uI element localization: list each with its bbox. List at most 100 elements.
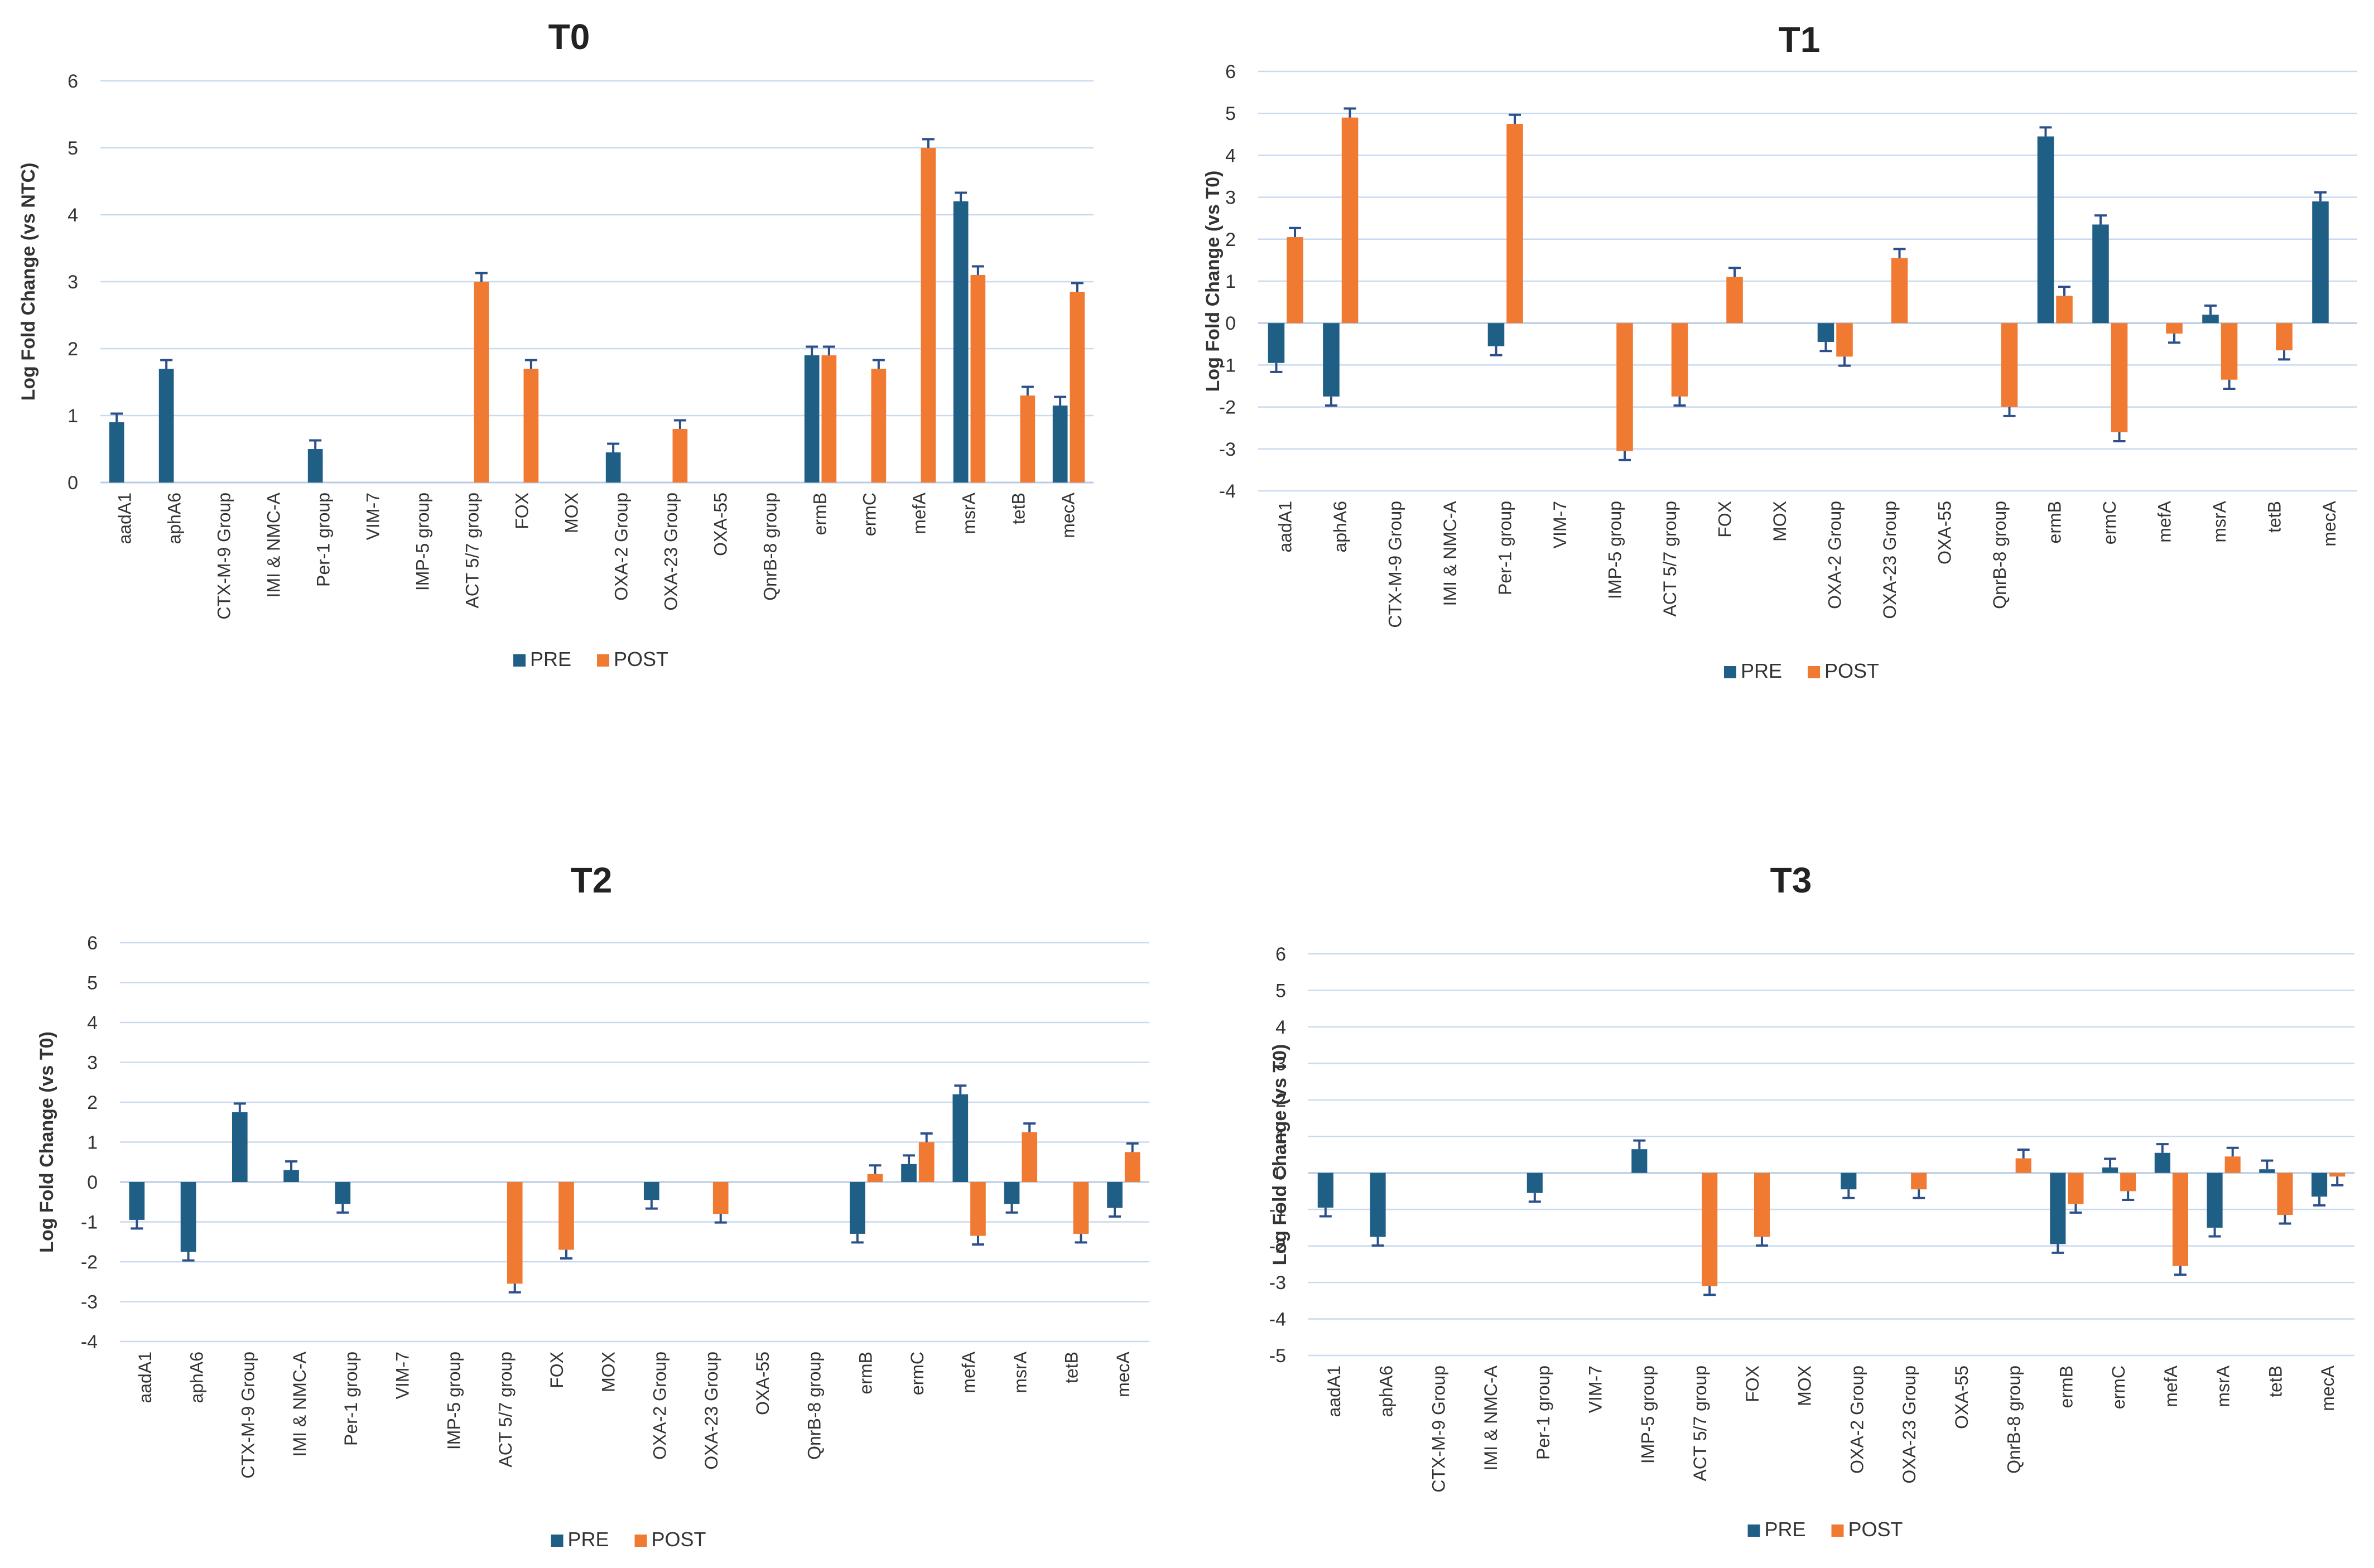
chart-t3: T3 Log Fold Change (vs T0) -5 -4 -3 -2 -1 0 1 2 3 4…	[1269, 860, 2354, 1541]
y-tick-label: -3	[1269, 1272, 1286, 1294]
bar-pre	[1052, 406, 1068, 483]
x-tick-label: OXA-23 Group	[661, 493, 681, 611]
y-tick-label: 3	[1275, 1053, 1286, 1074]
legend-label-post: POST	[614, 648, 668, 670]
x-tick-label: msrA	[1010, 1351, 1030, 1393]
y-axis-label: Log Fold Change (vs NTC)	[18, 163, 39, 401]
x-tick-label: aadA1	[135, 1352, 155, 1403]
y-tick-label: 6	[1275, 944, 1286, 965]
x-tick-label: aphA6	[186, 1352, 206, 1403]
bar-post	[918, 1142, 935, 1182]
x-tick-label: Per-1 group	[314, 493, 334, 587]
legend-swatch-post	[634, 1535, 647, 1547]
bar-post	[921, 148, 936, 483]
bar-pre	[2259, 1169, 2275, 1173]
y-tick-label: 3	[1225, 187, 1236, 209]
y-tick-label: -1	[81, 1212, 98, 1233]
legend-swatch-post	[1831, 1524, 1844, 1537]
bar-post	[2001, 323, 2018, 407]
bar-pre	[109, 422, 124, 483]
x-tick-label: aphA6	[1376, 1366, 1397, 1417]
bar-pre	[335, 1182, 351, 1204]
bar-pre	[605, 452, 621, 483]
x-tick-label: tetB	[2265, 1366, 2285, 1397]
x-tick-label: OXA-23 Group	[701, 1352, 721, 1470]
legend-swatch-pre	[1747, 1524, 1760, 1537]
x-tick-label: mecA	[1058, 492, 1078, 538]
x-tick-label: IMP-5 group	[1638, 1366, 1658, 1464]
bar-post	[2120, 1173, 2136, 1191]
y-tick-label: -2	[1219, 397, 1236, 418]
legend-label-post: POST	[1824, 659, 1879, 682]
x-tick-label: IMI & NMC-A	[1481, 1365, 1501, 1470]
legend-label-pre: PRE	[530, 648, 571, 670]
x-tick-label: ACT 5/7 group	[1690, 1366, 1710, 1482]
x-tick-label: aphA6	[1330, 501, 1350, 553]
bar-post	[507, 1182, 523, 1284]
x-tick-label: mefA	[2161, 1365, 2181, 1407]
x-tick-label: ermB	[2056, 1366, 2076, 1408]
bar-pre	[2050, 1173, 2066, 1244]
y-tick-label: 2	[87, 1092, 98, 1113]
bar-pre	[1107, 1182, 1123, 1208]
x-tick-label: mecA	[2319, 500, 2339, 546]
bar-pre	[180, 1182, 196, 1252]
bar-pre	[2207, 1173, 2223, 1228]
bar-post	[2172, 1173, 2188, 1266]
x-tick-label: tetB	[1062, 1352, 1082, 1383]
bar-pre	[2312, 201, 2329, 324]
y-tick-label: 1	[1275, 1126, 1286, 1147]
x-tick-label: tetB	[1009, 493, 1029, 524]
x-tick-label: IMP-5 group	[444, 1352, 464, 1450]
bar-pre	[2202, 315, 2219, 324]
x-tick-label: aphA6	[165, 493, 185, 544]
y-tick-label: 6	[1225, 61, 1236, 83]
bar-pre	[1323, 323, 1340, 397]
x-tick-label: mefA	[959, 1351, 979, 1393]
bar-post	[2015, 1158, 2031, 1173]
x-tick-label: CTX-M-9 Group	[238, 1352, 258, 1479]
y-tick-label: 5	[1225, 103, 1236, 124]
x-tick-label: ermB	[856, 1352, 876, 1394]
y-tick-label: 4	[1225, 145, 1236, 166]
x-tick-label: ACT 5/7 group	[463, 493, 483, 609]
x-tick-label: OXA-23 Group	[1899, 1366, 1919, 1484]
bar-pre	[1370, 1173, 1386, 1237]
y-tick-label: -1	[1269, 1199, 1286, 1220]
bar-post	[2277, 1173, 2293, 1215]
bar-post	[1836, 323, 1853, 357]
bar-pre	[1631, 1149, 1648, 1173]
y-tick-label: 0	[1275, 1163, 1286, 1184]
bar-post	[1754, 1173, 1770, 1237]
legend-swatch-pre	[1724, 666, 1736, 678]
bar-post	[474, 282, 489, 483]
bar-pre	[643, 1182, 659, 1200]
chart-title: T1	[1779, 20, 1821, 60]
x-tick-label: OXA-55	[753, 1352, 773, 1415]
bar-post	[558, 1182, 574, 1250]
x-tick-label: OXA-2 Group	[611, 493, 632, 601]
x-tick-label: FOX	[1742, 1366, 1763, 1402]
y-tick-label: 1	[68, 406, 78, 427]
bar-pre	[232, 1112, 248, 1182]
x-tick-label: QnrB-8 group	[804, 1352, 824, 1460]
bar-post	[1671, 323, 1688, 397]
x-tick-label: FOX	[512, 493, 532, 529]
y-tick-label: 0	[1225, 313, 1236, 334]
x-tick-label: MOX	[598, 1352, 618, 1392]
y-tick-label: -4	[1219, 481, 1236, 502]
y-tick-label: -1	[1219, 355, 1236, 376]
x-tick-label: VIM-7	[363, 493, 383, 540]
bar-post	[2276, 323, 2293, 351]
x-tick-label: MOX	[562, 493, 582, 533]
x-tick-label: OXA-55	[711, 493, 731, 556]
x-tick-label: ermB	[810, 493, 830, 535]
bar-post	[1020, 395, 1036, 483]
x-tick-label: Per-1 group	[1495, 501, 1515, 595]
x-tick-label: CTX-M-9 Group	[1385, 501, 1405, 628]
chart-title: T3	[1770, 860, 1812, 900]
x-tick-label: QnrB-8 group	[1990, 501, 2010, 609]
x-tick-label: OXA-2 Group	[1824, 501, 1845, 609]
bar-post	[1616, 323, 1633, 451]
